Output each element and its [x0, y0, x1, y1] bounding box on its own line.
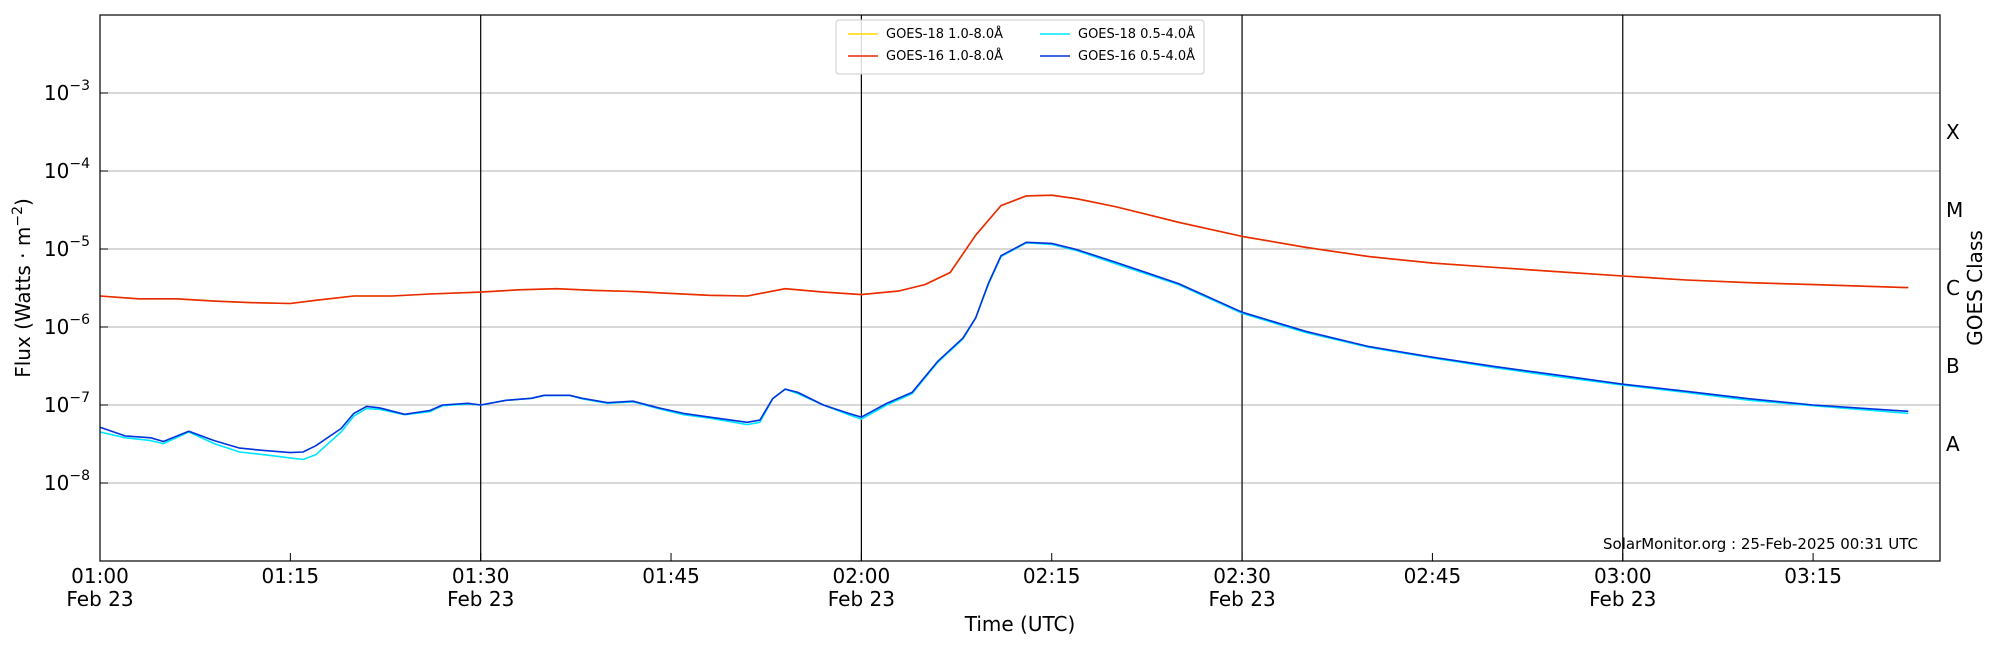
- x-tick-label: 02:15: [1023, 564, 1081, 588]
- y-tick-label-exponent: −3: [69, 78, 90, 94]
- y-tick-label: 10−8: [44, 468, 90, 495]
- y-tick-label: 10−7: [44, 390, 90, 417]
- y-tick-label-exponent: −7: [69, 390, 90, 406]
- x-tick-label: 02:45: [1404, 564, 1462, 588]
- series-line: [99, 242, 1909, 461]
- y-tick-label-exponent: −4: [69, 156, 90, 172]
- goes-class-label: B: [1946, 354, 1960, 378]
- watermark: SolarMonitor.org : 25-Feb-2025 00:31 UTC: [1603, 535, 1918, 553]
- x-tick-label: 01:30: [452, 564, 510, 588]
- y-tick-label: 10−3: [44, 78, 90, 105]
- x-tick-date-label: Feb 23: [1589, 587, 1656, 611]
- y-tick-label: 10−6: [44, 312, 90, 339]
- x-axis-title: Time (UTC): [964, 612, 1076, 636]
- y-tick-label: 10−5: [44, 234, 90, 261]
- x-tick-date-label: Feb 23: [828, 587, 895, 611]
- goes-class-label: A: [1946, 432, 1960, 456]
- y-tick-label: 10−4: [44, 156, 90, 183]
- y-tick-label-base: 10: [44, 159, 69, 183]
- y-tick-label-exponent: −8: [69, 468, 90, 484]
- goes-class-label: C: [1946, 276, 1960, 300]
- y-tick-label-base: 10: [44, 393, 69, 417]
- y-tick-label-exponent: −5: [69, 234, 90, 250]
- grid-lines: [100, 92, 1940, 484]
- plot-frame: [99, 14, 1941, 562]
- y-axis-title-close: ): [11, 198, 35, 206]
- goes-class-label: M: [1946, 198, 1963, 222]
- y-axis: 10−310−410−510−610−710−8: [44, 78, 108, 495]
- x-tick-label: 03:00: [1594, 564, 1652, 588]
- legend-entry: GOES-18 1.0-8.0Å: [886, 26, 1003, 42]
- legend-entry: GOES-16 1.0-8.0Å: [886, 48, 1003, 64]
- series-lines: [99, 194, 1909, 461]
- y-tick-label-base: 10: [44, 471, 69, 495]
- y-tick-label-base: 10: [44, 237, 69, 261]
- date-separator-lines: [480, 15, 1624, 561]
- x-tick-label: 01:15: [262, 564, 320, 588]
- x-tick-label: 01:00: [71, 564, 129, 588]
- y-tick-label-exponent: −6: [69, 312, 90, 328]
- y-tick-label-base: 10: [44, 315, 69, 339]
- legend-box: [835, 19, 1205, 75]
- x-tick-label: 02:00: [833, 564, 891, 588]
- goes-class-axis-title: GOES Class: [1963, 230, 1987, 346]
- y-axis-title-main: Flux (Watts · m: [11, 227, 35, 378]
- x-tick-label: 02:30: [1213, 564, 1271, 588]
- legend-entry: GOES-18 0.5-4.0Å: [1078, 26, 1195, 42]
- series-line: [99, 194, 1909, 305]
- x-tick-date-label: Feb 23: [1208, 587, 1275, 611]
- plot-background: [100, 15, 1940, 561]
- legend: GOES-18 1.0-8.0Å GOES-18 0.5-4.0Å GOES-16 …: [835, 19, 1205, 75]
- x-tick-label: 03:15: [1784, 564, 1842, 588]
- y-axis-title-exponent: −2: [10, 206, 26, 227]
- x-tick-label: 01:45: [642, 564, 700, 588]
- y-tick-label-base: 10: [44, 81, 69, 105]
- series-line: [99, 241, 1909, 454]
- goes-class-label: X: [1946, 120, 1960, 144]
- goes-class-axis: X M C B A: [1946, 120, 1963, 456]
- x-tick-date-label: Feb 23: [66, 587, 133, 611]
- x-tick-date-label: Feb 23: [447, 587, 514, 611]
- legend-entry: GOES-16 0.5-4.0Å: [1078, 48, 1195, 64]
- y-axis-title: Flux (Watts · m−2): [10, 198, 35, 378]
